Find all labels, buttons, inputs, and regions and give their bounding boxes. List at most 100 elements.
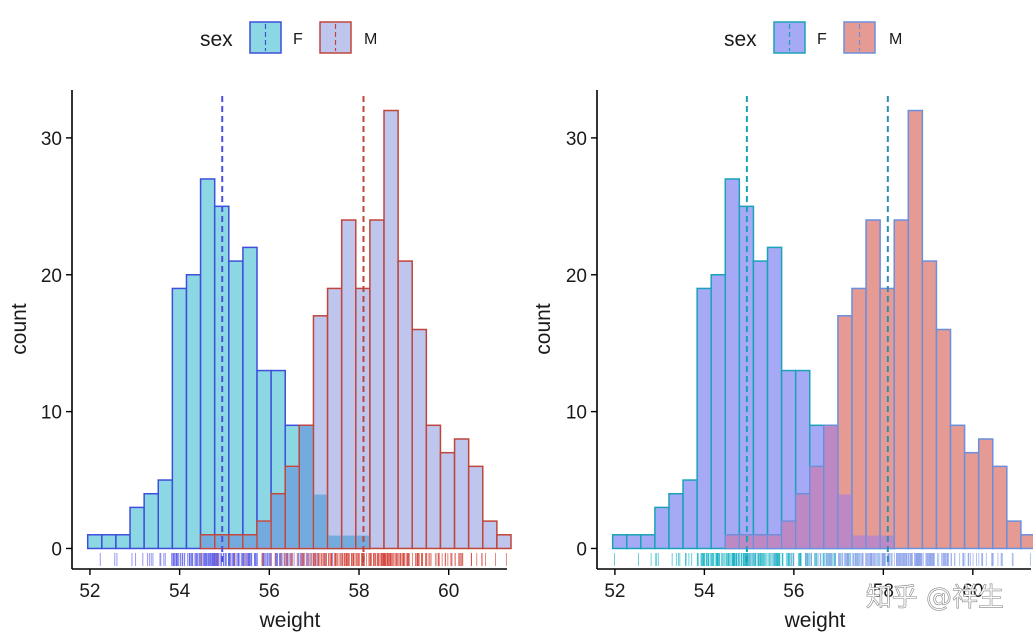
- left-bar-m-28: [482, 520, 498, 550]
- right-bar-m-27: [992, 465, 1008, 550]
- left-bar-f-2: [115, 534, 131, 550]
- left-bar-overlap-17: [328, 535, 341, 548]
- left-bar-overlap-12: [257, 521, 271, 548]
- right-bar-overlap-11: [768, 535, 781, 548]
- left-x-tick-label: 54: [169, 581, 191, 602]
- left-legend-label-m: M: [364, 31, 377, 48]
- right-means: [745, 96, 889, 566]
- right-bar-m-26: [977, 438, 994, 550]
- right-bar-m-22: [921, 260, 938, 550]
- right-bar-f-3: [654, 506, 670, 550]
- left-y-tick-label: 30: [41, 129, 62, 150]
- right-bar-m-21: [907, 109, 924, 550]
- left-ticks: 52 54 56 58 60 0 10 20 30: [41, 129, 459, 602]
- right-bar-m-17: [851, 287, 867, 550]
- left-bar-f-7: [185, 274, 202, 550]
- left-bar-overlap-15: [300, 426, 313, 548]
- right-bar-overlap-13: [796, 494, 809, 548]
- right-bar-f-7: [710, 274, 727, 550]
- left-means: [221, 96, 365, 566]
- right-bar-f-5: [682, 479, 698, 550]
- right-bar-f-11: [766, 246, 783, 550]
- left-y-tick-label: 20: [41, 266, 62, 287]
- left-bar-m-23: [411, 328, 428, 550]
- left-bar-f-5: [157, 479, 174, 550]
- right-bar-overlap-12: [782, 521, 795, 548]
- left-bar-f-10: [228, 260, 244, 550]
- left-legend-title: sex: [200, 28, 233, 51]
- right-y-axis-title: count: [532, 303, 555, 355]
- left-bar-f-3: [129, 506, 145, 550]
- right-bar-m-20: [893, 219, 910, 550]
- right-bars: [611, 109, 1033, 550]
- left-bar-overlap-13: [271, 494, 285, 548]
- left-bar-m-20: [369, 219, 385, 550]
- left-bar-overlap-14: [286, 467, 299, 548]
- left-bar-f-11: [242, 246, 258, 550]
- left-bar-overlap-8: [201, 535, 214, 548]
- right-legend-label-m: M: [889, 31, 902, 48]
- left-bar-f-1: [101, 534, 117, 550]
- right-bar-f-6: [696, 287, 712, 550]
- left-rug: [99, 553, 507, 566]
- left-bar-m-21: [383, 109, 399, 550]
- left-x-tick-label: 56: [259, 581, 280, 602]
- right-bar-m-23: [935, 328, 952, 550]
- left-bar-overlap-11: [243, 535, 257, 548]
- right-bar-f-2: [640, 534, 656, 550]
- right-x-axis-title: weight: [784, 609, 846, 632]
- right-bar-overlap-10: [754, 535, 767, 548]
- left-x-axis-title: weight: [259, 609, 321, 632]
- left-x-tick-label: 52: [79, 581, 100, 602]
- right-x-tick-label: 56: [783, 581, 804, 602]
- left-bar-m-27: [467, 465, 484, 550]
- left-bar-m-18: [340, 219, 357, 550]
- right-y-tick-label: 20: [566, 266, 587, 287]
- left-bars: [86, 109, 512, 550]
- left-bar-f-4: [143, 492, 159, 550]
- watermark-text: 知乎 @祥生: [866, 583, 1004, 613]
- right-bar-overlap-14: [810, 467, 824, 548]
- right-bar-overlap-15: [824, 426, 838, 548]
- right-y-tick-label: 0: [576, 539, 587, 560]
- right-legend-title: sex: [724, 28, 757, 51]
- left-bar-overlap-16: [314, 494, 327, 548]
- right-bar-overlap-16: [838, 494, 852, 548]
- right-panel: sex F M 52 54 56 58 60 0 10 20 30 weight count: [532, 21, 1033, 632]
- left-bar-m-17: [326, 287, 343, 550]
- right-rug: [613, 553, 1031, 566]
- left-bar-overlap-10: [229, 535, 243, 548]
- left-legend-label-f: F: [293, 31, 303, 48]
- left-bar-f-0: [86, 534, 103, 550]
- left-x-tick-label: 58: [348, 581, 369, 602]
- right-bar-m-25: [963, 451, 980, 550]
- left-y-tick-label: 10: [41, 403, 62, 424]
- left-bar-m-25: [439, 451, 456, 550]
- left-y-tick-label: 0: [51, 539, 62, 560]
- right-bar-f-1: [625, 534, 642, 550]
- right-bar-m-24: [949, 424, 966, 550]
- right-legend-label-f: F: [817, 31, 827, 48]
- right-x-tick-label: 52: [604, 581, 625, 602]
- right-ticks: 52 54 56 58 60 0 10 20 30: [566, 129, 984, 602]
- left-y-axis-title: count: [8, 303, 31, 355]
- right-y-tick-label: 30: [566, 129, 587, 150]
- left-bar-f-8: [199, 178, 216, 550]
- left-bar-f-6: [171, 287, 188, 550]
- right-bar-overlap-17: [852, 535, 866, 548]
- right-bar-f-0: [611, 534, 628, 550]
- right-bar-overlap-18: [866, 535, 880, 548]
- right-bar-f-4: [668, 492, 684, 550]
- right-bar-m-28: [1006, 520, 1022, 550]
- right-x-tick-label: 60: [962, 581, 983, 602]
- left-legend: sex F M: [200, 21, 377, 54]
- right-bar-overlap-8: [726, 535, 739, 548]
- left-bar-m-22: [397, 260, 413, 550]
- left-bar-m-29: [496, 534, 512, 550]
- left-panel: sex F M 52 54 56 58 60 0 10 20 30 weight count: [8, 21, 512, 632]
- left-bar-m-26: [453, 438, 470, 550]
- right-x-tick-label: 54: [694, 581, 716, 602]
- right-legend: sex F M: [724, 21, 902, 54]
- left-bar-m-24: [425, 424, 442, 550]
